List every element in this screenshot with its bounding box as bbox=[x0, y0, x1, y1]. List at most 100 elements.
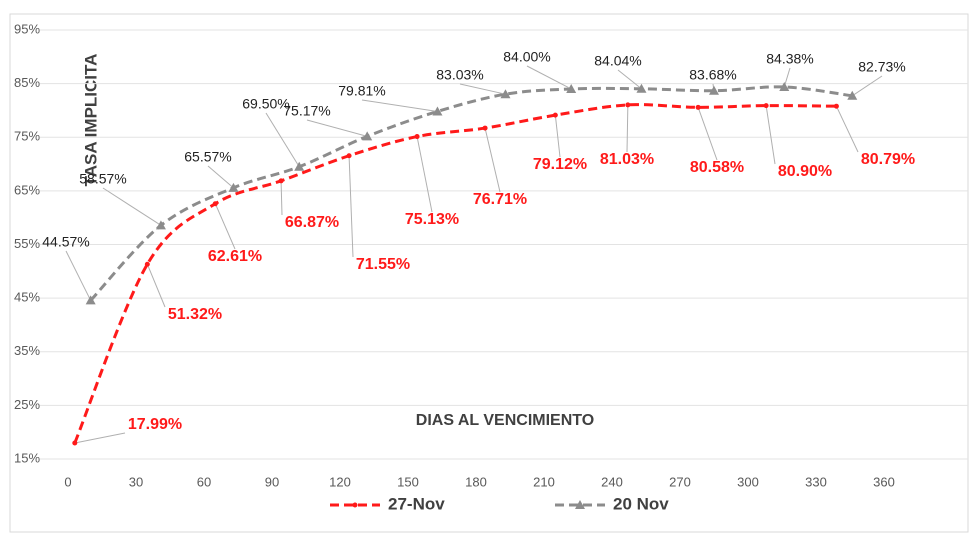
leader-line bbox=[65, 250, 92, 301]
data-label: 82.73% bbox=[858, 59, 905, 75]
point bbox=[144, 261, 150, 267]
y-tick-label: 95% bbox=[14, 21, 40, 36]
y-tick-label: 75% bbox=[14, 129, 40, 144]
y-tick-label: 15% bbox=[14, 450, 40, 465]
leader-line bbox=[207, 165, 234, 189]
point bbox=[695, 104, 701, 110]
x-tick-label: 60 bbox=[197, 474, 211, 489]
point bbox=[85, 295, 96, 305]
point bbox=[833, 103, 839, 109]
point bbox=[575, 500, 585, 509]
data-label: 75.13% bbox=[405, 211, 459, 228]
data-label: 75.17% bbox=[283, 103, 330, 119]
data-label: 79.12% bbox=[533, 156, 587, 173]
x-tick-label: 30 bbox=[129, 474, 143, 489]
point bbox=[352, 502, 358, 508]
x-tick-label: 240 bbox=[601, 474, 623, 489]
point bbox=[763, 103, 769, 109]
x-tick-label: 210 bbox=[533, 474, 555, 489]
point bbox=[625, 102, 631, 108]
point bbox=[847, 90, 858, 100]
legend-label: 20 Nov bbox=[613, 494, 669, 513]
leader-line bbox=[617, 69, 642, 90]
data-label: 66.87% bbox=[285, 214, 339, 231]
data-label: 69.50% bbox=[242, 96, 289, 112]
point bbox=[414, 134, 420, 140]
x-tick-label: 330 bbox=[805, 474, 827, 489]
leader-line bbox=[626, 104, 629, 153]
data-label: 65.57% bbox=[184, 149, 231, 165]
leader-line bbox=[348, 155, 354, 258]
point bbox=[228, 182, 239, 192]
y-tick-label: 25% bbox=[14, 397, 40, 412]
point bbox=[72, 440, 78, 446]
x-tick-label: 150 bbox=[397, 474, 419, 489]
x-tick-label: 0 bbox=[64, 474, 71, 489]
line bbox=[89, 85, 853, 302]
leader-line bbox=[146, 264, 166, 308]
data-label: 84.00% bbox=[503, 49, 550, 65]
y-tick-label: 45% bbox=[14, 290, 40, 305]
point bbox=[212, 201, 218, 207]
data-label: 58.57% bbox=[79, 171, 126, 187]
x-tick-label: 90 bbox=[265, 474, 279, 489]
data-label: 71.55% bbox=[356, 256, 410, 273]
data-label: 83.68% bbox=[689, 67, 736, 83]
x-tick-label: 300 bbox=[737, 474, 759, 489]
point bbox=[362, 131, 373, 141]
leader-line bbox=[697, 107, 718, 161]
line bbox=[73, 103, 837, 444]
x-tick-label: 120 bbox=[329, 474, 351, 489]
data-label: 62.61% bbox=[208, 248, 262, 265]
data-label: 81.03% bbox=[600, 151, 654, 168]
leader-line bbox=[214, 203, 236, 250]
leader-line bbox=[280, 180, 283, 216]
leader-line bbox=[554, 115, 561, 158]
chart-frame bbox=[9, 13, 969, 533]
point bbox=[566, 83, 577, 93]
leader-line bbox=[102, 187, 162, 226]
leader-line bbox=[835, 105, 859, 153]
data-label: 44.57% bbox=[42, 234, 89, 250]
data-label: 80.79% bbox=[861, 151, 915, 168]
leader-line bbox=[526, 65, 572, 90]
leader-line bbox=[851, 75, 883, 97]
y-tick-label: 35% bbox=[14, 343, 40, 358]
point bbox=[294, 161, 305, 171]
data-label: 80.90% bbox=[778, 163, 832, 180]
point bbox=[346, 153, 352, 159]
point bbox=[278, 178, 284, 184]
y-tick-label: 85% bbox=[14, 75, 40, 90]
point bbox=[779, 81, 790, 91]
x-tick-label: 270 bbox=[669, 474, 691, 489]
leader-line bbox=[361, 99, 438, 112]
data-label: 84.04% bbox=[594, 53, 641, 69]
point bbox=[636, 83, 647, 93]
leader-line bbox=[265, 112, 300, 168]
data-label: 84.38% bbox=[766, 51, 813, 67]
data-label: 17.99% bbox=[128, 416, 182, 433]
point bbox=[482, 125, 488, 131]
point bbox=[709, 85, 719, 95]
x-axis-title: DIAS AL VENCIMIENTO bbox=[416, 412, 594, 429]
y-tick-label: 55% bbox=[14, 236, 40, 251]
data-label: 76.71% bbox=[473, 191, 527, 208]
point bbox=[432, 106, 443, 116]
leader-line bbox=[416, 136, 433, 213]
leader-line bbox=[459, 83, 506, 95]
y-tick-label: 65% bbox=[14, 182, 40, 197]
y-axis-title: TASA IMPLICITA bbox=[81, 54, 100, 187]
point bbox=[155, 220, 166, 230]
data-label: 51.32% bbox=[168, 306, 222, 323]
leader-line bbox=[306, 119, 368, 137]
leader-line bbox=[484, 127, 501, 193]
data-label: 79.81% bbox=[338, 83, 385, 99]
point bbox=[552, 112, 558, 118]
data-label: 80.58% bbox=[690, 159, 744, 176]
leader-line bbox=[765, 105, 776, 165]
point bbox=[500, 89, 511, 99]
leader-line bbox=[74, 432, 126, 444]
legend-label: 27-Nov bbox=[388, 494, 445, 513]
data-label: 83.03% bbox=[436, 67, 483, 83]
